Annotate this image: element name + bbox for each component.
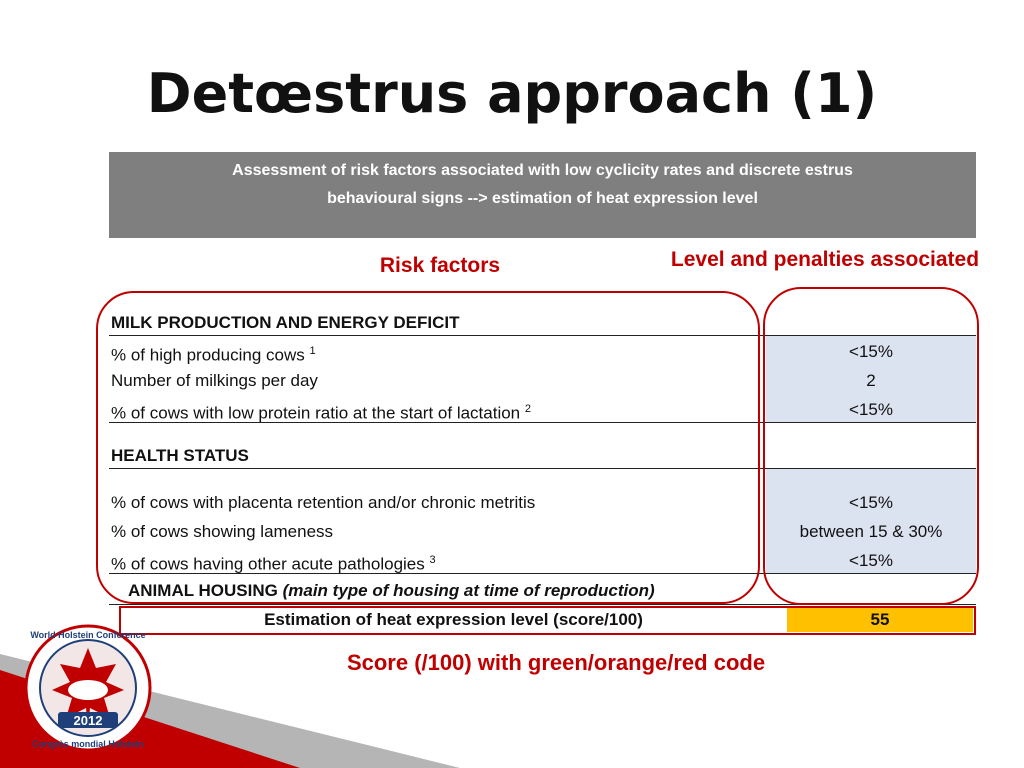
row-value: <15%: [849, 400, 893, 419]
section-health-status: HEALTH STATUS: [109, 441, 976, 470]
section-title: HEALTH STATUS: [111, 446, 249, 465]
conference-logo: 2012 World Holstein Conference Congrès m…: [0, 624, 460, 768]
table-row: % of cows showing lameness between 15 & …: [109, 517, 976, 546]
level-penalties-heading: Level and penalties associated: [633, 238, 1017, 282]
value-column-bg: [766, 469, 976, 573]
divider: [109, 335, 976, 336]
row-value: between 15 & 30%: [799, 522, 943, 541]
risk-factors-heading: Risk factors: [379, 254, 501, 277]
row-value: <15%: [849, 493, 893, 512]
header-line-2: behavioural signs --> estimation of heat…: [327, 190, 758, 207]
row-label: % of cows with low protein ratio at the …: [111, 403, 531, 423]
estimation-label: Estimation of heat expression level (sco…: [264, 610, 643, 629]
logo-text-top: World Holstein Conference: [30, 630, 145, 640]
header-line-1: Assessment of risk factors associated wi…: [232, 162, 853, 179]
divider: [109, 468, 976, 469]
section-title: ANIMAL HOUSING: [128, 581, 278, 600]
housing-note: (main type of housing at time of reprodu…: [282, 581, 655, 600]
slide-title: Detœstrus approach (1): [146, 62, 878, 125]
table-row: Number of milkings per day 2: [109, 366, 976, 395]
logo-year: 2012: [74, 713, 103, 728]
table-row: % of cows having other acute pathologies…: [109, 546, 976, 575]
table-row: % of high producing cows 1 <15%: [109, 337, 976, 366]
divider: [109, 604, 976, 605]
row-value: <15%: [849, 551, 893, 570]
levels-oval: [763, 287, 979, 605]
row-label: % of cows with placenta retention and/or…: [111, 493, 536, 512]
row-label: % of cows showing lameness: [111, 522, 334, 541]
row-value: <15%: [849, 342, 893, 361]
divider: [109, 422, 976, 423]
row-label: % of cows having other acute pathologies…: [111, 554, 436, 574]
estimation-score: 55: [787, 608, 973, 632]
table-header: Assessment of risk factors associated wi…: [109, 152, 976, 238]
cow-icon: [68, 680, 108, 700]
table-row: % of cows with low protein ratio at the …: [109, 395, 976, 424]
row-value: 2: [866, 371, 876, 390]
section-title: MILK PRODUCTION AND ENERGY DEFICIT: [111, 313, 460, 332]
table-row: % of cows with placenta retention and/or…: [109, 488, 976, 517]
row-label: Number of milkings per day: [111, 371, 318, 390]
year-badge: [58, 712, 118, 728]
divider: [109, 573, 976, 574]
section-milk-production: MILK PRODUCTION AND ENERGY DEFICIT: [109, 308, 976, 337]
value-column-bg: [766, 336, 976, 422]
score-note: Score (/100) with green/orange/red code: [346, 650, 766, 675]
row-label: % of high producing cows 1: [111, 345, 316, 365]
section-animal-housing: ANIMAL HOUSING (main type of housing at …: [128, 578, 655, 604]
logo-text-bottom: Congrès mondial Holstein: [32, 739, 144, 749]
risk-factors-oval: [96, 291, 760, 604]
estimation-row: Estimation of heat expression level (sco…: [119, 606, 976, 635]
